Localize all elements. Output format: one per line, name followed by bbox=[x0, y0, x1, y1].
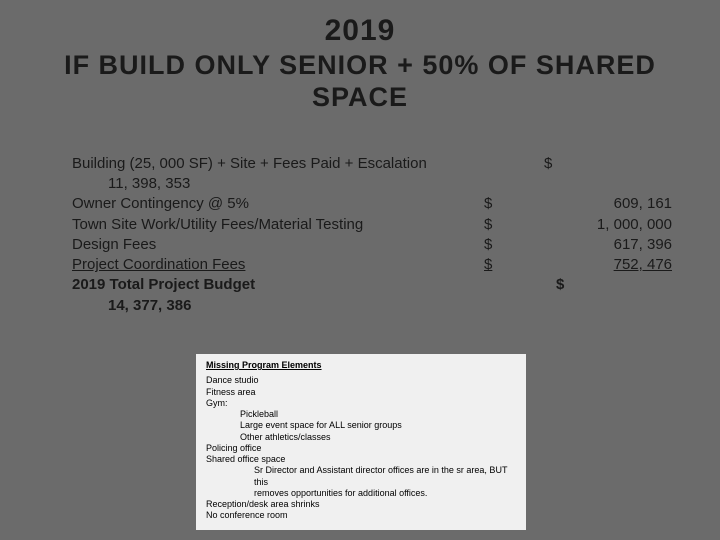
budget-wrapped-amount: 11, 398, 353 bbox=[72, 174, 680, 194]
missing-elements-box: Missing Program Elements Dance studio Fi… bbox=[196, 354, 526, 530]
budget-row-coord: Project Coordination Fees $ 752, 476 bbox=[72, 255, 680, 275]
missing-item: Policing office bbox=[206, 443, 516, 454]
missing-subitem: Other athletics/classes bbox=[206, 432, 516, 443]
budget-amount: 609, 161 bbox=[72, 194, 672, 214]
title-year: 2019 bbox=[18, 14, 702, 47]
missing-title: Missing Program Elements bbox=[206, 360, 516, 371]
budget-dollar: $ bbox=[544, 154, 552, 174]
budget-row-townsite: Town Site Work/Utility Fees/Material Tes… bbox=[72, 215, 680, 235]
missing-item: Fitness area bbox=[206, 387, 516, 398]
missing-item: Reception/desk area shrinks bbox=[206, 499, 516, 510]
budget-row-total: 2019 Total Project Budget $ bbox=[72, 275, 680, 295]
slide-title: 2019 IF BUILD ONLY SENIOR + 50% OF SHARE… bbox=[0, 0, 720, 114]
budget-amount: 617, 396 bbox=[72, 235, 672, 255]
budget-row-building: Building (25, 000 SF) + Site + Fees Paid… bbox=[72, 154, 680, 174]
budget-label: 2019 Total Project Budget bbox=[72, 275, 255, 295]
budget-amount: 14, 377, 386 bbox=[108, 296, 191, 316]
budget-amount: 1, 000, 000 bbox=[72, 215, 672, 235]
title-main: IF BUILD ONLY SENIOR + 50% OF SHARED SPA… bbox=[18, 49, 702, 114]
budget-row-design: Design Fees $ 617, 396 bbox=[72, 235, 680, 255]
budget-label: Building (25, 000 SF) + Site + Fees Paid… bbox=[72, 154, 427, 174]
budget-amount: 11, 398, 353 bbox=[108, 174, 190, 194]
missing-item: No conference room bbox=[206, 510, 516, 521]
budget-wrapped-amount: 14, 377, 386 bbox=[72, 296, 680, 316]
missing-item: Dance studio bbox=[206, 375, 516, 386]
budget-amount: 752, 476 bbox=[72, 255, 672, 275]
budget-dollar: $ bbox=[556, 275, 564, 295]
missing-subitem: removes opportunities for additional off… bbox=[206, 488, 516, 499]
missing-subitem: Pickleball bbox=[206, 409, 516, 420]
missing-item: Gym: bbox=[206, 398, 516, 409]
budget-table: Building (25, 000 SF) + Site + Fees Paid… bbox=[72, 154, 680, 316]
budget-row-contingency: Owner Contingency @ 5% $ 609, 161 bbox=[72, 194, 680, 214]
missing-subitem: Large event space for ALL senior groups bbox=[206, 420, 516, 431]
missing-item: Shared office space bbox=[206, 454, 516, 465]
missing-subitem: Sr Director and Assistant director offic… bbox=[206, 465, 516, 488]
